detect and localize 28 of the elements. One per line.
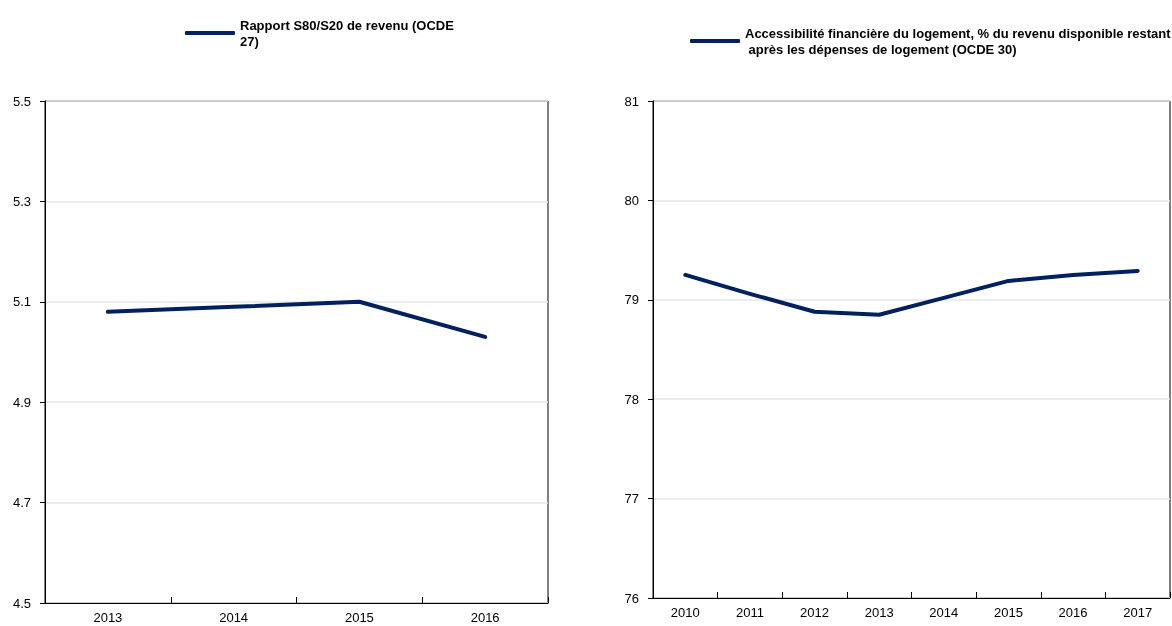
line-series (105, 299, 488, 339)
y-tick-label: 5.5 (12, 93, 31, 109)
x-tick-label: 2013 (864, 605, 894, 620)
y-tick-label: 76 (624, 590, 639, 606)
x-tick-label: 2017 (1123, 605, 1153, 620)
y-tick-label: 78 (624, 391, 639, 407)
x-tick-label: 2013 (93, 610, 123, 625)
x-tick-label: 2015 (344, 610, 374, 625)
y-tick-label: 5.1 (12, 294, 31, 310)
x-tick-label: 2011 (735, 605, 764, 620)
x-tick-label: 2014 (929, 605, 959, 620)
y-tick-label: 4.7 (12, 495, 31, 511)
y-tick-label: 4.5 (12, 595, 31, 611)
y-tick-label: 77 (624, 491, 639, 507)
x-tick-label: 2014 (219, 610, 249, 625)
x-tick-label: 2016 (1058, 605, 1088, 620)
legend-label: Rapport S80/S20 de revenu (OCDE 27) (240, 17, 458, 49)
line-series (683, 268, 1140, 317)
x-tick-label: 2010 (670, 605, 700, 620)
y-tick-label: 81 (624, 93, 639, 109)
y-tick-label: 5.3 (12, 193, 31, 209)
y-tick-label: 80 (624, 192, 639, 208)
x-tick-label: 2016 (470, 610, 500, 625)
x-tick-label: 2012 (800, 605, 830, 620)
y-tick-label: 79 (624, 292, 639, 308)
legend-label: Accessibilité financière du logement, % du revenu disponible restant après les dépenses de logement (OCDE 30) (745, 25, 1172, 57)
y-tick-label: 4.9 (12, 394, 31, 410)
x-tick-label: 2015 (993, 605, 1023, 620)
